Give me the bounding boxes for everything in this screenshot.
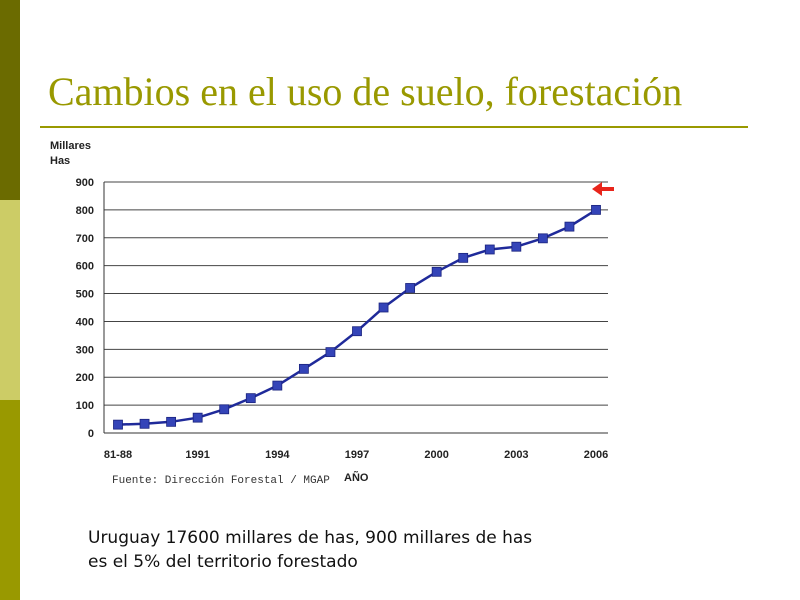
data-point — [352, 326, 362, 337]
y-tick-label: 300 — [76, 344, 94, 356]
data-point — [591, 204, 601, 215]
sidebar-band-dark — [0, 0, 20, 200]
y-tick-label: 900 — [76, 177, 94, 189]
data-point — [113, 419, 123, 430]
sidebar-band-mid — [0, 400, 20, 600]
data-point — [272, 380, 283, 391]
y-tick-label: 800 — [76, 205, 94, 217]
data-point — [537, 233, 548, 244]
x-tick-label: 81-88 — [104, 449, 132, 461]
data-point — [139, 418, 150, 429]
y-tick-label: 700 — [76, 233, 94, 245]
data-point — [484, 244, 495, 255]
x-tick-label: 2003 — [504, 449, 528, 461]
title-rule — [40, 126, 748, 128]
series-line — [117, 208, 597, 426]
caption-line-1: Uruguay 17600 millares de has, 900 milla… — [88, 528, 533, 548]
y-tick-label: 600 — [76, 261, 94, 273]
y-tick-label: 100 — [76, 400, 94, 412]
data-point — [431, 266, 442, 277]
data-point — [166, 416, 177, 427]
caption-line-2: es el 5% del territorio forestado — [88, 552, 358, 572]
slide-title: Cambios en el uso de suelo, forestación — [48, 69, 683, 114]
data-point — [298, 363, 309, 374]
data-point — [245, 393, 256, 404]
x-tick-label: 1997 — [345, 449, 369, 461]
y-axis-label: Has — [50, 155, 70, 167]
y-tick-label: 0 — [88, 428, 94, 440]
data-point — [192, 412, 203, 423]
x-tick-label: 1994 — [265, 449, 290, 461]
data-point — [378, 302, 389, 313]
y-tick-label: 200 — [76, 372, 94, 384]
data-point — [219, 404, 230, 415]
data-point — [458, 252, 469, 263]
data-point — [325, 347, 336, 358]
sidebar-band-light — [0, 200, 20, 400]
source-note: Fuente: Dirección Forestal / MGAP — [112, 475, 330, 487]
slide-caption: Uruguay 17600 millares de has, 900 milla… — [88, 526, 532, 574]
x-tick-label: 2000 — [424, 449, 448, 461]
x-tick-label: 1991 — [185, 449, 209, 461]
y-tick-label: 500 — [76, 289, 94, 301]
data-point — [405, 283, 416, 293]
annotation-arrow — [592, 182, 614, 196]
x-axis-label: AÑO — [344, 471, 369, 484]
y-tick-label: 400 — [76, 316, 94, 328]
data-point — [511, 241, 522, 252]
data-point — [564, 221, 575, 232]
x-tick-label: 2006 — [584, 449, 608, 461]
y-axis-label: Millares — [50, 140, 91, 152]
